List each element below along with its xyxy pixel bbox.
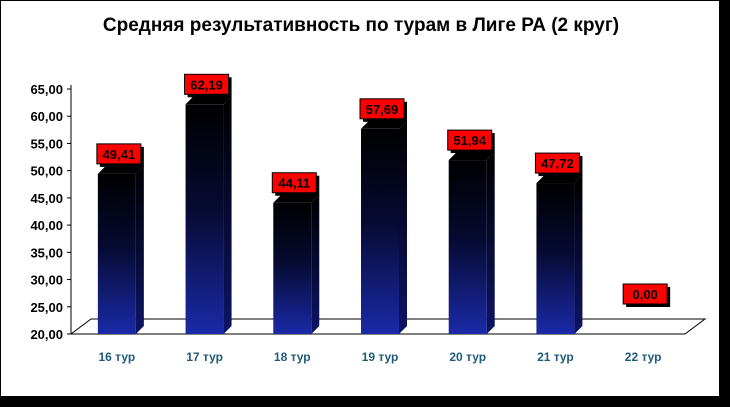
- data-label-box: [271, 172, 317, 194]
- data-label-box: [534, 152, 580, 174]
- bar-top: [185, 96, 232, 105]
- bar: [361, 128, 399, 334]
- y-tick-label: 40,00: [30, 218, 63, 233]
- bar: [185, 104, 224, 334]
- y-tick-label: 60,00: [30, 109, 63, 124]
- chart-title: Средняя результативность по турам в Лиге…: [102, 15, 620, 36]
- bar-chart: 20,00 25,00 30,00 35,00 40,00 45,00 50,00 55,00…: [30, 73, 707, 364]
- data-label-box: [96, 143, 142, 165]
- x-tick-label: 18 тур: [274, 350, 311, 364]
- data-label: 44,11: [278, 176, 310, 191]
- frame-shadow-right: [720, 8, 730, 407]
- y-tick-label: 35,00: [30, 245, 63, 260]
- y-tick-label: 45,00: [30, 191, 63, 206]
- bar-side: [486, 152, 495, 334]
- y-tick-label: 20,00: [30, 327, 63, 342]
- bar-top: [273, 194, 320, 203]
- x-tick-label: 22 тур: [625, 350, 662, 364]
- bar-top: [361, 120, 407, 129]
- data-label: 0,00: [632, 287, 657, 302]
- bar-top: [448, 152, 495, 161]
- bar: [536, 183, 575, 334]
- data-label: 49,41: [103, 147, 136, 162]
- bar: [273, 202, 312, 334]
- y-tick-label: 50,00: [30, 164, 63, 179]
- data-label: 51,94: [453, 133, 486, 148]
- data-label-box: [184, 73, 230, 95]
- bar-side: [135, 165, 144, 334]
- data-label-box: [622, 283, 668, 305]
- x-tick-label: 20 тур: [449, 350, 486, 364]
- bar-side: [574, 175, 583, 334]
- bar-top: [536, 175, 583, 184]
- bar-top: [97, 165, 144, 174]
- data-label: 47,72: [541, 156, 574, 171]
- y-tick-label: 25,00: [30, 300, 63, 315]
- bar: [97, 173, 136, 334]
- bar-side: [311, 194, 320, 334]
- x-tick-label: 21 тур: [537, 350, 574, 364]
- y-tick-label: 65,00: [30, 82, 63, 97]
- chart-frame: Средняя результативность по турам в Лиге…: [0, 0, 720, 397]
- x-tick-label: 17 тур: [186, 350, 223, 364]
- data-label: 62,19: [190, 77, 223, 92]
- bar: [448, 160, 487, 334]
- data-label-box: [447, 129, 493, 151]
- x-tick-label: 19 тур: [362, 350, 399, 364]
- bar-side: [223, 96, 232, 334]
- data-label-box: [359, 98, 405, 120]
- data-label: 57,69: [366, 102, 399, 117]
- y-tick-label: 30,00: [30, 273, 63, 288]
- x-tick-label: 16 тур: [99, 350, 136, 364]
- frame-shadow-bottom: [8, 397, 730, 407]
- bar-side: [399, 120, 407, 334]
- y-tick-label: 55,00: [30, 136, 63, 151]
